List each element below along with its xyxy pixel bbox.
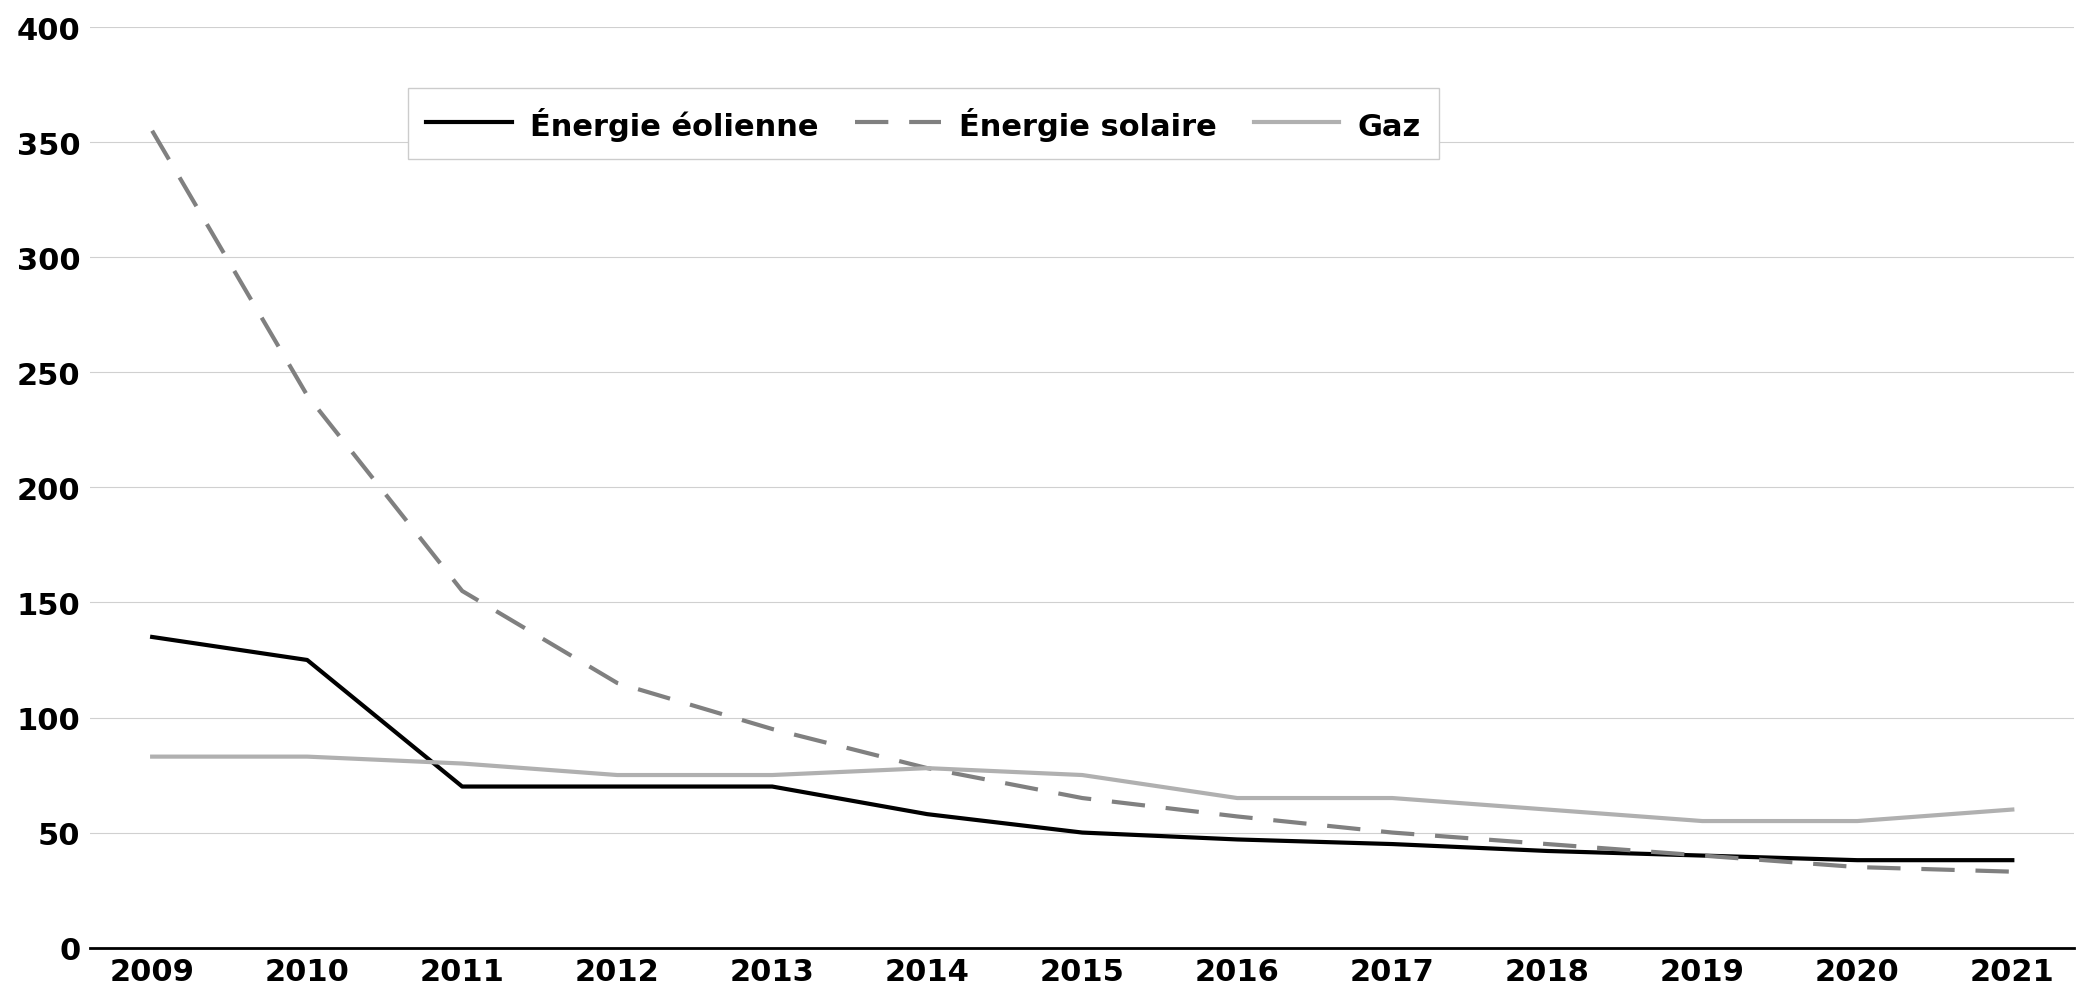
Énergie éolienne: [450, 780, 475, 792]
Gaz: [1380, 792, 1405, 804]
Énergie solaire: [1380, 826, 1405, 839]
Line: Énergie solaire: Énergie solaire: [153, 131, 2012, 872]
Énergie éolienne: [1535, 846, 1560, 858]
Énergie solaire: [1844, 862, 1869, 874]
Line: Énergie éolienne: Énergie éolienne: [153, 637, 2012, 861]
Énergie solaire: [1071, 792, 1096, 804]
Énergie solaire: [1225, 810, 1250, 822]
Gaz: [1844, 815, 1869, 827]
Énergie solaire: [1999, 866, 2024, 878]
Gaz: [759, 769, 784, 781]
Gaz: [1225, 792, 1250, 804]
Gaz: [1071, 769, 1096, 781]
Énergie éolienne: [604, 780, 629, 792]
Énergie solaire: [140, 125, 165, 137]
Énergie éolienne: [140, 631, 165, 643]
Énergie éolienne: [914, 808, 939, 820]
Line: Gaz: Gaz: [153, 757, 2012, 821]
Énergie éolienne: [1071, 826, 1096, 839]
Gaz: [1690, 815, 1715, 827]
Énergie éolienne: [295, 654, 320, 666]
Legend: Énergie éolienne, Énergie solaire, Gaz: Énergie éolienne, Énergie solaire, Gaz: [408, 89, 1439, 159]
Gaz: [295, 751, 320, 763]
Énergie solaire: [604, 677, 629, 689]
Énergie éolienne: [1999, 855, 2024, 867]
Énergie éolienne: [1225, 833, 1250, 846]
Énergie solaire: [450, 586, 475, 598]
Gaz: [604, 769, 629, 781]
Énergie éolienne: [759, 780, 784, 792]
Énergie solaire: [914, 762, 939, 774]
Gaz: [140, 751, 165, 763]
Énergie solaire: [759, 723, 784, 735]
Énergie solaire: [1690, 850, 1715, 862]
Gaz: [1999, 803, 2024, 815]
Énergie éolienne: [1690, 850, 1715, 862]
Énergie solaire: [295, 390, 320, 402]
Gaz: [450, 757, 475, 769]
Gaz: [1535, 803, 1560, 815]
Gaz: [914, 762, 939, 774]
Énergie solaire: [1535, 839, 1560, 851]
Énergie éolienne: [1844, 855, 1869, 867]
Énergie éolienne: [1380, 839, 1405, 851]
